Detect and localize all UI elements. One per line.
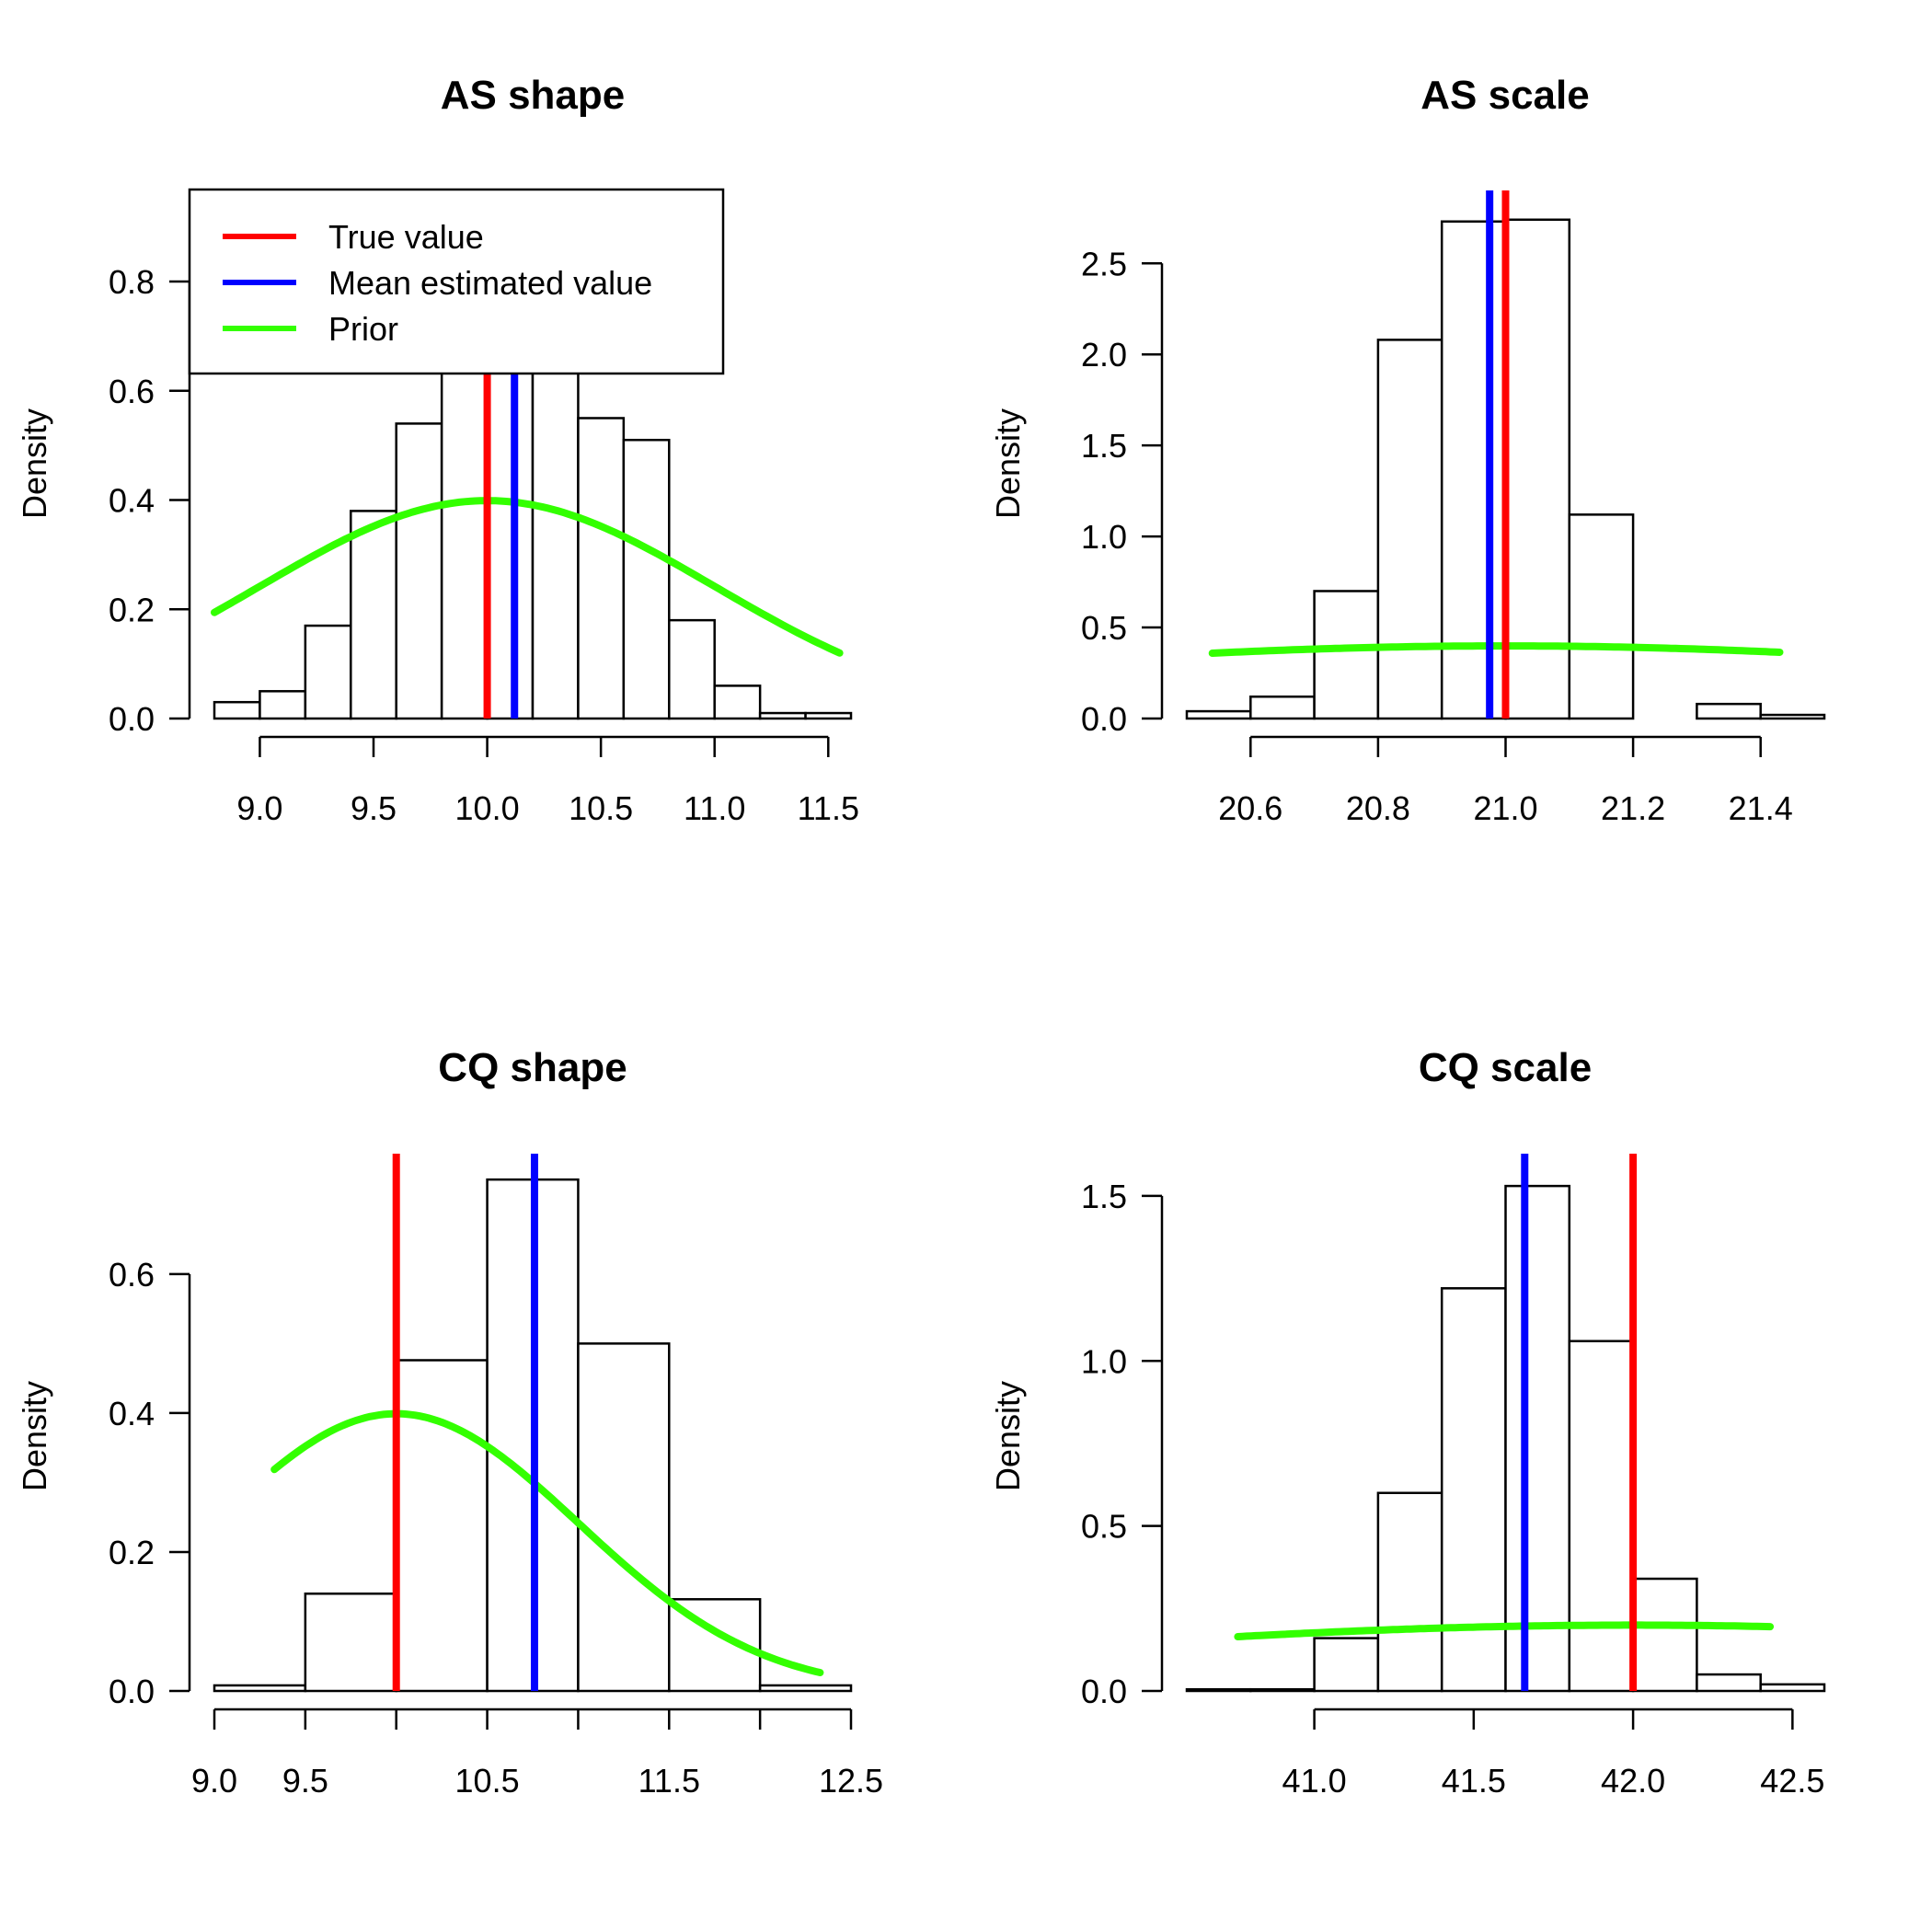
x-tick-label: 9.5: [351, 789, 397, 827]
histogram-bar: [1376, 1491, 1443, 1693]
y-tick-label: 0.4: [109, 482, 155, 520]
y-tick-label: 1.5: [1081, 427, 1127, 465]
y-axis-label: Density: [989, 408, 1027, 519]
y-tick-label: 0.6: [109, 373, 155, 410]
histogram-bar: [304, 624, 352, 720]
histogram-bar: [1313, 1637, 1380, 1693]
y-tick-label: 0.0: [1081, 700, 1127, 738]
x-tick-label: 21.0: [1473, 789, 1537, 827]
y-axis-label: Density: [16, 1381, 53, 1491]
chart-title: CQ shape: [438, 1045, 627, 1090]
panel-as-scale: AS scale Density 0.0 0.5 1.0 1.5 2.0 2.5 20.6 20.…: [989, 73, 1826, 827]
y-tick-label: 0.6: [109, 1256, 155, 1294]
histogram-bar: [1759, 1683, 1826, 1693]
legend-label: True value: [328, 218, 484, 256]
y-tick-label: 0.0: [109, 1673, 155, 1710]
histogram-bar: [486, 362, 535, 720]
histogram-bar: [1631, 1577, 1698, 1693]
histogram-bar: [804, 711, 853, 720]
y-tick-label: 0.4: [109, 1395, 155, 1432]
y-tick-label: 0.2: [109, 591, 155, 628]
histogram-bar: [1440, 220, 1507, 720]
histogram-bar: [668, 618, 716, 720]
histogram-bar: [758, 711, 807, 720]
x-tick-label: 11.5: [798, 789, 859, 827]
y-tick-label: 0.0: [1081, 1673, 1127, 1710]
chart-title: AS scale: [1420, 73, 1589, 118]
histogram-bar: [213, 1684, 307, 1693]
panel-cq-shape: CQ shape Density 0.0 0.2 0.4 0.6 9.0 9.5 10.5 11.…: [16, 1045, 883, 1800]
prior-curve: [211, 497, 844, 657]
x-tick-label: 41.5: [1442, 1762, 1506, 1800]
legend-label: Prior: [328, 310, 398, 348]
y-tick-label: 0.5: [1081, 609, 1127, 647]
y-tick-label: 0.8: [109, 263, 155, 301]
y-axis-label: Density: [16, 408, 53, 519]
y-tick-label: 0.5: [1081, 1508, 1127, 1546]
x-tick-label: 12.5: [819, 1762, 883, 1800]
histogram-bar: [1185, 1687, 1252, 1693]
legend-label: Mean estimated value: [328, 264, 652, 302]
x-tick-label: 42.5: [1760, 1762, 1824, 1800]
chart-title: AS shape: [441, 73, 626, 118]
x-tick-label: 10.5: [569, 789, 633, 827]
histogram-bar: [531, 362, 580, 720]
x-tick-label: 41.0: [1282, 1762, 1347, 1800]
histogram-bar: [213, 700, 261, 720]
histogram-bar: [713, 684, 762, 720]
prior-curve: [1208, 642, 1784, 657]
y-tick-label: 2.5: [1081, 245, 1127, 282]
x-tick-label: 10.5: [455, 1762, 520, 1800]
histogram-bar: [1568, 513, 1635, 720]
x-tick-label: 21.2: [1601, 789, 1665, 827]
prior-curve: [270, 1409, 824, 1676]
x-tick-label: 10.0: [455, 789, 520, 827]
panel-cq-scale: CQ scale Density 0.0 0.5 1.0 1.5 41.0 41.5 42.0 4…: [989, 1045, 1826, 1800]
histogram-bar: [1313, 590, 1380, 720]
histogram-bar: [395, 1359, 489, 1693]
histogram-bar: [1759, 713, 1826, 720]
histogram-bar: [758, 1684, 853, 1693]
x-tick-label: 9.0: [191, 1762, 237, 1800]
y-tick-label: 1.0: [1081, 1342, 1127, 1380]
histogram-bar: [1696, 702, 1762, 720]
panel-as-shape: AS shape Density 0.0 0.2 0.4 0.6 0.8 9.0 9.5 10.0…: [16, 73, 859, 827]
prior-curve: [1234, 1621, 1775, 1640]
x-tick-label: 9.0: [236, 789, 282, 827]
y-tick-label: 2.0: [1081, 336, 1127, 374]
histogram-bar: [1185, 709, 1252, 720]
y-tick-label: 0.2: [109, 1534, 155, 1571]
y-tick-label: 1.5: [1081, 1178, 1127, 1215]
histogram-bar: [1249, 1687, 1316, 1693]
x-tick-label: 9.5: [282, 1762, 328, 1800]
x-tick-label: 11.0: [684, 789, 745, 827]
histogram-bar: [304, 1593, 397, 1693]
y-axis-label: Density: [989, 1381, 1027, 1491]
histogram-bar: [1249, 696, 1316, 720]
histogram-bar: [350, 510, 397, 720]
y-tick-label: 1.0: [1081, 518, 1127, 556]
legend: True value Mean estimated value Prior: [188, 188, 725, 375]
histogram-bar: [395, 422, 443, 720]
histogram-bar: [1504, 218, 1571, 720]
histogram-bar: [440, 362, 489, 720]
histogram-bar: [1376, 339, 1443, 720]
y-tick-label: 0.0: [109, 700, 155, 738]
histogram-bar: [577, 417, 626, 720]
histogram-bar: [1568, 1340, 1635, 1693]
histogram-bar: [259, 690, 307, 720]
x-tick-label: 11.5: [638, 1762, 700, 1800]
histogram-bar: [1504, 1184, 1571, 1693]
x-tick-label: 21.4: [1729, 789, 1793, 827]
x-tick-label: 42.0: [1601, 1762, 1665, 1800]
x-tick-label: 20.8: [1346, 789, 1410, 827]
histogram-bar: [577, 1342, 671, 1693]
histogram-bar: [622, 438, 671, 720]
histogram-bar: [1696, 1673, 1762, 1693]
chart-title: CQ scale: [1419, 1045, 1592, 1090]
x-tick-label: 20.6: [1218, 789, 1282, 827]
